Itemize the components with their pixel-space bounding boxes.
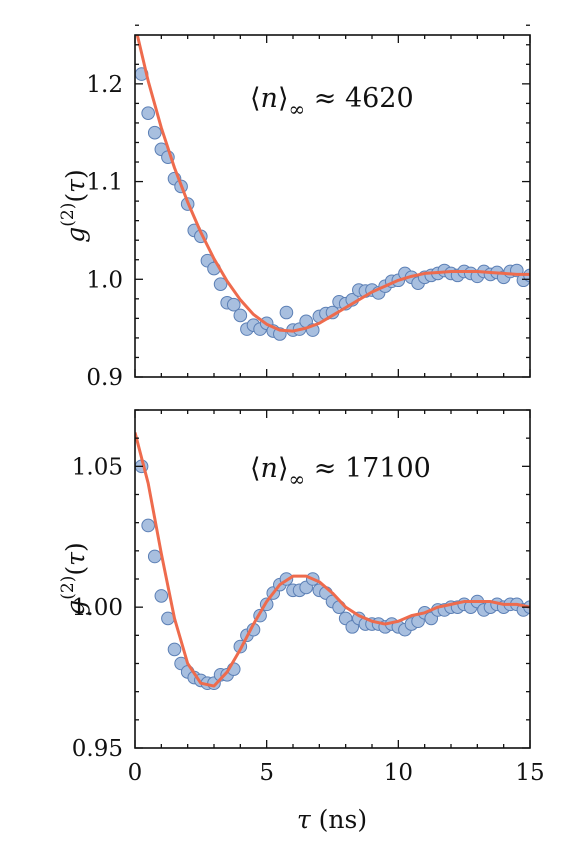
- x-tick-label: 0: [128, 760, 143, 786]
- y-tick-label: 1.1: [86, 170, 123, 196]
- data-point: [213, 277, 228, 291]
- data-point: [167, 642, 182, 657]
- data-point: [141, 518, 155, 533]
- fit-line: [135, 432, 530, 688]
- y-tick-label: 1.2: [86, 72, 123, 98]
- panel-top: 0.9 1.0 1.1 1.2 g(2)(τ) ⟨n⟩∞ ≈ 4620: [58, 24, 531, 391]
- plot-frame: [134, 34, 531, 378]
- y-tick-label: 1.05: [72, 454, 123, 480]
- fit-line: [135, 35, 530, 333]
- data-point: [147, 125, 162, 140]
- x-tick-label: 5: [259, 760, 274, 786]
- y-axis-title: g(2)(τ): [58, 169, 90, 242]
- markers-group: [135, 459, 530, 691]
- data-point: [154, 589, 169, 603]
- y-tick-label: 0.9: [86, 365, 123, 391]
- density-annotation: ⟨n⟩∞ ≈ 17100: [250, 453, 431, 491]
- data-point: [147, 549, 162, 564]
- panel-bottom: 0 5 10 15 0.95 1.00 1.05 g(2)(τ) ⟨n⟩∞ ≈ 17100: [58, 409, 545, 786]
- data-point: [233, 308, 248, 323]
- density-annotation: ⟨n⟩∞ ≈ 4620: [250, 83, 414, 121]
- x-tick-label: 15: [515, 760, 544, 786]
- y-tick-label: 0.95: [72, 736, 123, 762]
- x-tick-label: 10: [384, 760, 413, 786]
- x-axis-title: τ (ns): [297, 805, 367, 834]
- data-point: [141, 106, 155, 120]
- y-tick-label: 1.0: [86, 267, 123, 293]
- data-point: [226, 297, 241, 312]
- y-tick-label: 1.00: [72, 595, 123, 621]
- y-axis-title: g(2)(τ): [58, 542, 90, 615]
- data-point: [279, 305, 294, 320]
